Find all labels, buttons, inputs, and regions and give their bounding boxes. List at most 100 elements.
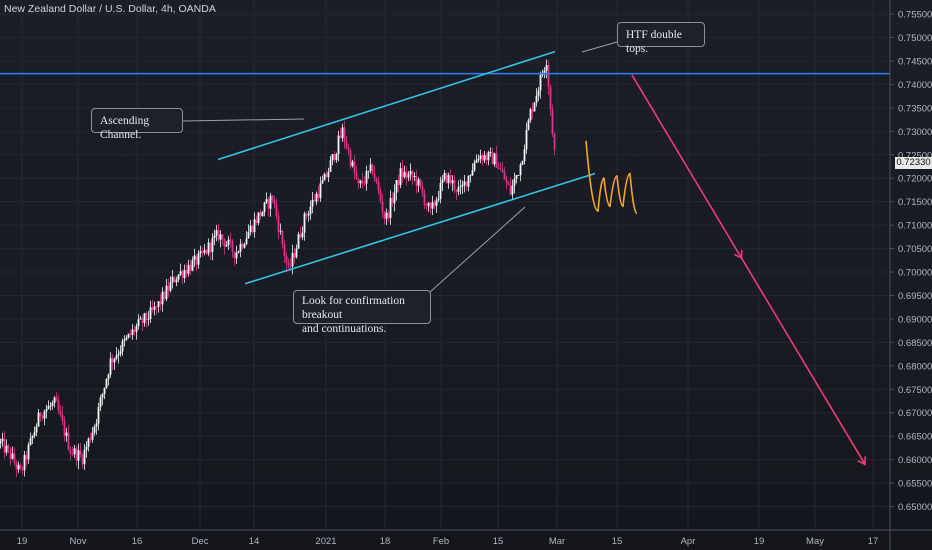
candle-body [81,454,84,465]
candle-body [443,172,446,180]
candle-body [407,174,410,178]
candle-body [291,252,294,267]
candle-body [119,351,122,355]
candle-body [191,260,194,271]
candle-body [109,358,112,375]
candle-body [373,173,376,179]
candle-body [387,212,390,218]
candle-body [227,239,230,245]
candle-body [133,329,136,332]
candle-body [79,450,82,455]
candle-body [95,423,98,427]
candle-body [343,127,346,142]
candle-body [463,181,466,185]
candle-body [45,409,48,412]
candle-body [445,172,448,183]
candle-body [199,251,202,254]
candle-body [211,238,214,252]
zigzag-projection [585,140,638,215]
candle-body [505,179,508,183]
candle-body [107,374,110,379]
candle-body [3,438,6,453]
ascending-channel-text: Ascending Channel. [100,115,150,141]
candle-body [305,213,308,216]
candle-body [337,135,340,154]
candle-body [309,206,312,215]
candle-body [527,120,530,130]
candle-body [27,444,30,460]
projection-down-line [631,74,866,465]
time-tick-label: Feb [433,536,449,547]
price-tick-label: 0.72000 [898,174,932,185]
candle-body [259,212,262,217]
time-axis[interactable]: 19 Nov 16 Dec 14 2021 18 Feb 15 Mar 15 Apr 19 May 17 [0,529,932,547]
price-tick-label: 0.75000 [898,33,932,44]
candle-body [551,109,554,134]
candle-body [87,438,90,447]
candle-body [329,160,332,172]
candle-body [507,182,510,185]
candle-body [73,448,76,455]
confirmation-callout-pointer [429,206,526,293]
candle-body [495,153,498,168]
double-tops-callout-pointer [581,41,618,53]
candle-body [403,171,406,178]
candle-body [103,387,106,394]
candle-body [485,155,488,161]
ascending-channel-callout[interactable]: Ascending Channel. [91,108,183,141]
candle-body [217,230,220,240]
candle-body [269,195,272,209]
candle-body [341,127,344,138]
price-tick-label: 0.67500 [898,385,932,396]
candle-body [25,454,28,460]
candle-body [75,448,78,461]
candle-body [165,285,168,299]
candle-body [253,219,256,233]
candle-body [307,214,310,216]
candle-body [93,426,96,433]
candle-body [521,160,524,165]
candle-body [545,65,548,71]
price-tick-label: 0.74000 [898,80,932,91]
candle-body [511,185,514,195]
candle-body [225,244,228,247]
candle-body [473,162,476,171]
candle-body [207,242,210,254]
candle-body [189,265,192,271]
candle-body [363,183,366,185]
candle-body [383,211,386,219]
candle-body [299,234,302,238]
candle-body [441,179,444,183]
candle-body [491,151,494,165]
candle-body [69,449,72,454]
candle-body [319,183,322,198]
candle-body [289,265,292,267]
candle-body [1,438,4,442]
chart-title: New Zealand Dollar / U.S. Dollar, 4h, OA… [4,3,216,15]
candle-body [5,445,8,453]
candle-body [397,180,400,186]
candle-body [39,412,42,417]
double-tops-callout[interactable]: HTF double tops. [617,22,705,55]
candle-body [221,234,224,240]
candle-body [501,169,504,173]
price-axis[interactable]: 0.75500 0.75000 0.74500 0.74000 0.73500 0.730… [889,0,932,550]
candle-body [413,175,416,177]
candle-body [349,150,352,167]
candle-body [205,249,208,254]
candle-body [359,180,362,184]
candle-body [245,238,248,245]
time-tick-label: 15 [493,536,504,547]
candle-body [51,402,54,406]
candle-body [367,170,370,172]
candle-body [243,244,246,248]
candle-body [53,397,56,403]
candle-body [195,255,198,265]
candle-body [499,168,502,170]
candle-body [151,307,154,310]
candle-body [275,204,278,217]
confirmation-callout[interactable]: Look for confirmation breakout and conti… [293,290,431,335]
candle-body [345,141,348,149]
candle-body [163,291,166,299]
